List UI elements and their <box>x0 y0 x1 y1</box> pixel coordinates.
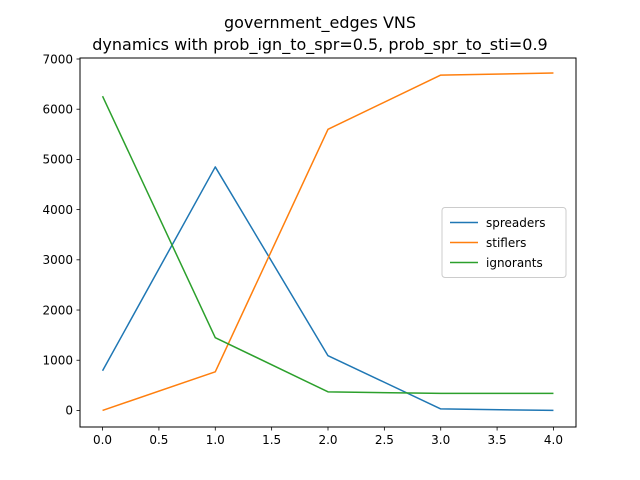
x-axis: 0.0 0.5 1.0 1.5 2.0 2.5 3.0 3.5 4.0 <box>93 427 563 447</box>
legend-label-stiflers: stiflers <box>486 236 526 250</box>
y-tick-label: 3000 <box>42 253 73 267</box>
chart-subtitle: dynamics with prob_ign_to_spr=0.5, prob_… <box>92 35 547 55</box>
x-tick-label: 0.0 <box>93 433 112 447</box>
x-tick-label: 3.0 <box>431 433 450 447</box>
series-line-spreaders <box>101 166 554 412</box>
y-tick-label: 6000 <box>42 103 73 117</box>
y-tick-label: 7000 <box>42 52 73 66</box>
x-tick-label: 2.0 <box>318 433 337 447</box>
y-axis: 0 1000 2000 3000 4000 5000 6000 7000 <box>42 52 80 418</box>
y-tick-label: 2000 <box>42 303 73 317</box>
legend-label-ignorants: ignorants <box>486 256 543 270</box>
x-tick-label: 1.5 <box>262 433 281 447</box>
y-tick-label: 5000 <box>42 153 73 167</box>
series-layer <box>101 72 554 412</box>
series-line-stiflers <box>102 72 554 412</box>
y-tick-label: 4000 <box>42 203 73 217</box>
series-line-ignorants <box>101 95 554 395</box>
y-tick-label: 1000 <box>42 354 73 368</box>
x-tick-label: 2.5 <box>375 433 394 447</box>
legend-box <box>441 207 567 278</box>
x-tick-label: 0.5 <box>149 433 168 447</box>
x-tick-label: 1.0 <box>206 433 225 447</box>
legend-label-spreaders: spreaders <box>486 216 545 230</box>
x-tick-label: 3.5 <box>488 433 507 447</box>
chart-title: government_edges VNS <box>224 13 416 33</box>
legend: spreaders stiflers ignorants <box>441 207 567 278</box>
x-tick-label: 4.0 <box>544 433 563 447</box>
y-tick-label: 0 <box>65 404 73 418</box>
